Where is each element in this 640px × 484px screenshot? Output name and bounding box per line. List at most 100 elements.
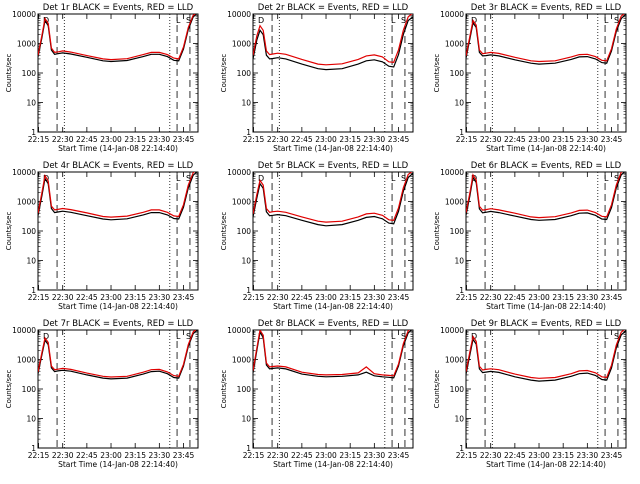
y-tick-label: 100	[450, 385, 465, 394]
y-tick-label: 10	[241, 257, 251, 266]
y-tick-label: 10	[26, 99, 36, 108]
y-tick-label: 1000	[17, 40, 36, 49]
y-tick-label: 1000	[232, 198, 251, 207]
x-tick-label: 22:30	[480, 135, 502, 144]
x-tick-label: 23:45	[388, 293, 410, 302]
x-tick-label: 23:00	[100, 293, 122, 302]
x-tick-label: 22:15	[28, 135, 50, 144]
events-series-line	[466, 330, 626, 382]
annotation-label: S	[401, 332, 406, 341]
x-axis-label: Start Time (14-Jan-08 22:14:40)	[486, 302, 606, 311]
y-tick-label: 100	[237, 385, 252, 394]
x-tick-label: 22:15	[456, 135, 478, 144]
x-tick-label: 23:30	[364, 293, 386, 302]
panel-det-5: Det 5r BLACK = Events, RED = LLD 1 10 100 10…	[220, 161, 414, 311]
x-tick-label: 22:30	[267, 451, 289, 460]
x-tick-label: 22:15	[456, 451, 478, 460]
x-tick-label: 23:45	[173, 135, 195, 144]
x-tick-label: 23:15	[124, 135, 146, 144]
plot-frame	[465, 329, 627, 449]
annotation-label: S	[186, 174, 191, 183]
x-tick-label: 22:45	[76, 135, 98, 144]
annotation-label: L	[391, 174, 396, 183]
lld-series-line	[466, 172, 623, 219]
x-tick-label: 23:00	[528, 293, 550, 302]
y-tick-label: 10000	[12, 168, 36, 177]
x-tick-label: 23:45	[601, 293, 623, 302]
y-axis-label: Counts/sec	[5, 370, 13, 409]
annotation-label: S	[614, 332, 619, 341]
y-tick-label: 10	[454, 257, 464, 266]
y-tick-label: 1	[31, 444, 36, 453]
x-tick-label: 23:15	[339, 293, 361, 302]
x-axis-label: Start Time (14-Jan-08 22:14:40)	[58, 302, 178, 311]
lld-series-line	[38, 14, 196, 61]
y-tick-label: 10000	[227, 326, 251, 335]
x-tick-label: 22:45	[504, 293, 526, 302]
lld-series-line	[466, 330, 625, 379]
y-tick-label: 10000	[227, 168, 251, 177]
plot-frame	[252, 329, 414, 449]
x-tick-label: 22:15	[28, 293, 50, 302]
y-tick-label: 10	[241, 99, 251, 108]
annotation-label: L	[176, 16, 181, 25]
x-axis-label: Start Time (14-Jan-08 22:14:40)	[58, 460, 178, 469]
x-tick-label: 23:15	[552, 135, 574, 144]
x-axis-label: Start Time (14-Jan-08 22:14:40)	[273, 144, 393, 153]
chart-title: Det 6r BLACK = Events, RED = LLD	[471, 161, 622, 171]
panel-det-6: Det 6r BLACK = Events, RED = LLD 1 10 100 10…	[433, 161, 627, 311]
x-axis-label: Start Time (14-Jan-08 22:14:40)	[273, 460, 393, 469]
y-tick-label: 1000	[232, 40, 251, 49]
plot-frame	[37, 13, 199, 133]
annotation-label: L	[604, 332, 609, 341]
annotation-label: S	[401, 174, 406, 183]
panel-det-8: Det 8r BLACK = Events, RED = LLD 1 10 100 10…	[220, 319, 414, 469]
y-axis-label: Counts/sec	[220, 54, 228, 93]
x-tick-label: 22:15	[243, 135, 265, 144]
annotation-label: S	[614, 16, 619, 25]
lld-series-line	[38, 172, 196, 218]
y-axis-label: Counts/sec	[220, 370, 228, 409]
x-tick-label: 22:45	[504, 135, 526, 144]
annotation-label: L	[391, 332, 396, 341]
y-tick-label: 1000	[17, 356, 36, 365]
plot-frame	[37, 329, 199, 449]
y-tick-label: 1	[31, 128, 36, 137]
annotation-label: S	[401, 16, 406, 25]
y-tick-label: 10000	[227, 10, 251, 19]
plot-frame	[252, 13, 414, 133]
x-tick-label: 22:30	[52, 135, 74, 144]
x-tick-label: 23:30	[577, 293, 599, 302]
y-tick-label: 100	[22, 69, 37, 78]
y-tick-label: 1	[246, 286, 251, 295]
x-tick-label: 23:45	[173, 451, 195, 460]
x-tick-label: 22:15	[243, 451, 265, 460]
y-tick-label: 10000	[440, 168, 464, 177]
chart-title: Det 3r BLACK = Events, RED = LLD	[471, 3, 622, 13]
y-tick-label: 1	[459, 444, 464, 453]
y-tick-label: 100	[22, 227, 37, 236]
x-tick-label: 23:15	[552, 451, 574, 460]
x-tick-label: 23:45	[601, 451, 623, 460]
lld-series-line	[253, 172, 413, 223]
annotation-label: S	[186, 16, 191, 25]
x-tick-label: 23:00	[100, 135, 122, 144]
annotation-label: S	[186, 332, 191, 341]
x-tick-label: 22:45	[291, 451, 313, 460]
x-tick-label: 22:45	[291, 293, 313, 302]
events-series-line	[38, 330, 198, 380]
x-tick-label: 23:30	[149, 293, 171, 302]
y-tick-label: 100	[450, 227, 465, 236]
annotation-label: L	[604, 174, 609, 183]
x-tick-label: 23:00	[315, 293, 337, 302]
x-tick-label: 22:45	[76, 293, 98, 302]
y-axis-label: Counts/sec	[433, 370, 441, 409]
annotation-label: D	[471, 16, 477, 25]
x-tick-label: 23:15	[552, 293, 574, 302]
plot-frame	[252, 171, 414, 291]
x-tick-label: 23:30	[577, 135, 599, 144]
annotation-label: D	[471, 332, 477, 341]
y-tick-label: 1000	[445, 198, 464, 207]
lld-series-line	[253, 330, 411, 377]
